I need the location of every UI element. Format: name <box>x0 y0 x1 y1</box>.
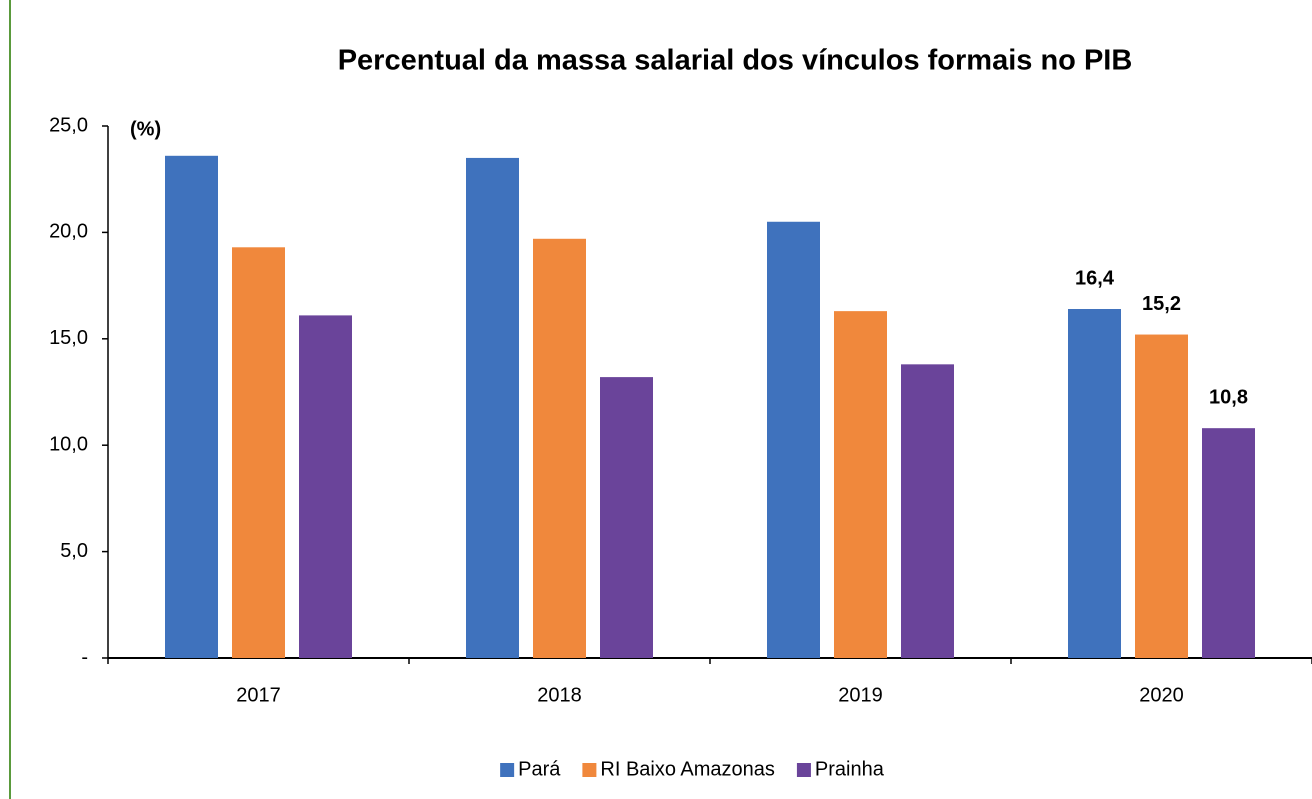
y-tick-label: 20,0 <box>49 221 88 243</box>
y-tick-label: 10,0 <box>49 433 88 455</box>
bar <box>1135 334 1188 658</box>
bar <box>299 315 352 658</box>
bar <box>1068 309 1121 658</box>
x-tick-label: 2017 <box>236 684 281 706</box>
legend-label: Pará <box>518 758 561 780</box>
y-tick-label: - <box>81 646 88 668</box>
bar <box>165 155 218 659</box>
bar <box>901 364 954 658</box>
data-label: 10,8 <box>1209 386 1248 408</box>
legend-label: Prainha <box>815 758 885 780</box>
chart-title: Percentual da massa salarial dos vínculo… <box>338 45 1133 77</box>
bar <box>466 157 519 659</box>
y-tick-label: 25,0 <box>49 114 88 136</box>
legend-swatch <box>500 763 515 777</box>
y-tick-label: 15,0 <box>49 327 88 349</box>
legend-swatch <box>796 763 811 777</box>
unit-annotation: (%) <box>130 118 161 140</box>
bar <box>600 377 653 658</box>
bar <box>533 238 586 658</box>
x-tick-label: 2019 <box>838 684 883 706</box>
data-label: 16,4 <box>1075 267 1115 289</box>
x-tick-label: 2020 <box>1139 684 1184 706</box>
bar <box>834 311 887 658</box>
bar <box>232 247 285 658</box>
legend-swatch <box>582 763 597 777</box>
x-tick-label: 2018 <box>537 684 582 706</box>
bar <box>767 221 820 658</box>
data-label: 15,2 <box>1142 293 1181 315</box>
bar <box>1202 428 1255 658</box>
y-tick-label: 5,0 <box>60 540 88 562</box>
legend-label: RI Baixo Amazonas <box>600 758 775 780</box>
